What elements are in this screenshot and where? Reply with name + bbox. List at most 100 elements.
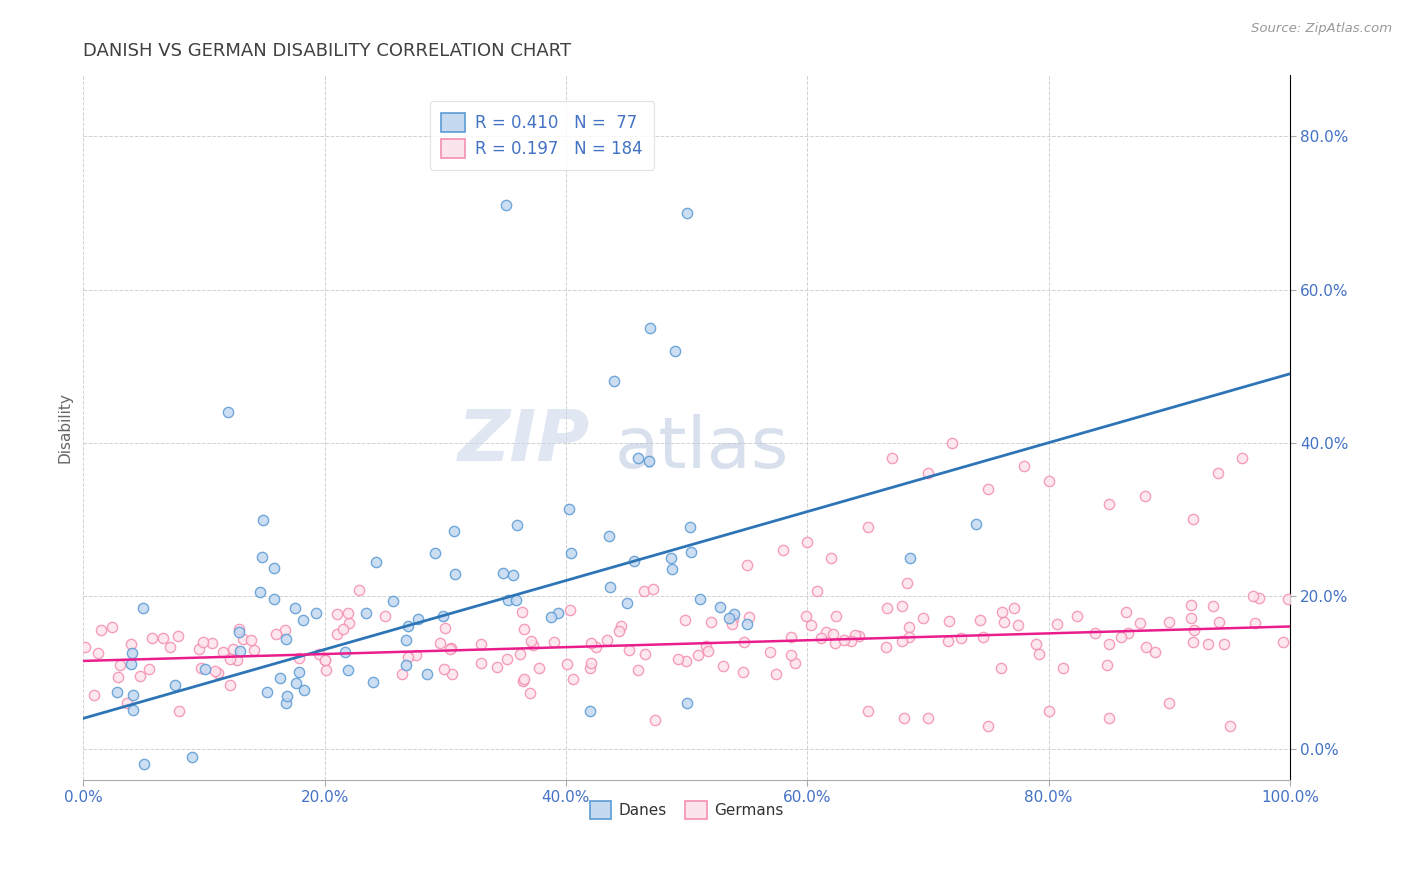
- Point: [731, 665, 754, 679]
- Point: [543, 635, 565, 649]
- Point: [723, 607, 745, 621]
- Point: [276, 689, 298, 703]
- Point: [222, 642, 245, 657]
- Point: [429, 636, 451, 650]
- Point: [1277, 592, 1299, 607]
- Point: [607, 624, 630, 638]
- Point: [529, 661, 551, 675]
- Point: [194, 661, 217, 675]
- Point: [1098, 497, 1121, 511]
- Point: [87, 646, 110, 660]
- Point: [120, 657, 142, 671]
- Point: [485, 660, 508, 674]
- Point: [1028, 647, 1050, 661]
- Point: [1180, 611, 1202, 625]
- Point: [558, 603, 581, 617]
- Point: [110, 658, 132, 673]
- Point: [122, 688, 145, 702]
- Point: [285, 676, 308, 690]
- Point: [1002, 601, 1025, 615]
- Point: [1212, 636, 1234, 650]
- Point: [509, 647, 531, 661]
- Text: DANISH VS GERMAN DISABILITY CORRELATION CHART: DANISH VS GERMAN DISABILITY CORRELATION …: [83, 42, 571, 60]
- Point: [496, 652, 519, 666]
- Point: [1219, 719, 1241, 733]
- Point: [659, 551, 682, 566]
- Point: [896, 576, 918, 591]
- Point: [911, 611, 934, 625]
- Point: [785, 656, 807, 670]
- Point: [121, 646, 143, 660]
- Point: [115, 696, 138, 710]
- Point: [824, 609, 846, 624]
- Point: [347, 582, 370, 597]
- Point: [1159, 696, 1181, 710]
- Point: [256, 685, 278, 699]
- Point: [1115, 605, 1137, 619]
- Point: [735, 616, 758, 631]
- Point: [141, 631, 163, 645]
- Point: [610, 619, 633, 633]
- Point: [440, 640, 463, 655]
- Text: Source: ZipAtlas.com: Source: ZipAtlas.com: [1251, 22, 1392, 36]
- Point: [305, 607, 328, 621]
- Point: [128, 669, 150, 683]
- Point: [675, 654, 697, 668]
- Point: [562, 672, 585, 686]
- Point: [190, 661, 212, 675]
- Point: [627, 663, 650, 677]
- Point: [603, 375, 626, 389]
- Point: [696, 644, 718, 658]
- Point: [1157, 615, 1180, 630]
- Point: [824, 636, 846, 650]
- Point: [897, 620, 920, 634]
- Point: [512, 673, 534, 688]
- Point: [395, 658, 418, 673]
- Point: [423, 546, 446, 560]
- Point: [972, 630, 994, 644]
- Point: [832, 632, 855, 647]
- Point: [191, 635, 214, 649]
- Point: [264, 627, 287, 641]
- Point: [1084, 625, 1107, 640]
- Point: [941, 435, 963, 450]
- Point: [325, 627, 347, 641]
- Point: [510, 605, 533, 619]
- Point: [1206, 467, 1229, 481]
- Point: [638, 453, 661, 467]
- Point: [520, 634, 543, 648]
- Point: [188, 642, 211, 657]
- Point: [314, 653, 336, 667]
- Point: [560, 546, 582, 560]
- Point: [522, 638, 544, 652]
- Point: [416, 667, 439, 681]
- Point: [288, 651, 311, 665]
- Point: [1249, 591, 1271, 605]
- Point: [105, 685, 128, 699]
- Point: [540, 610, 562, 624]
- Point: [391, 666, 413, 681]
- Point: [1098, 711, 1121, 725]
- Point: [695, 639, 717, 653]
- Point: [1143, 645, 1166, 659]
- Point: [228, 624, 250, 639]
- Point: [374, 609, 396, 624]
- Point: [159, 640, 181, 654]
- Point: [1129, 615, 1152, 630]
- Point: [735, 558, 758, 573]
- Point: [250, 550, 273, 565]
- Point: [1052, 661, 1074, 675]
- Point: [823, 626, 845, 640]
- Point: [898, 550, 921, 565]
- Point: [721, 611, 744, 625]
- Point: [263, 592, 285, 607]
- Point: [596, 633, 619, 648]
- Point: [211, 645, 233, 659]
- Point: [495, 198, 517, 212]
- Point: [880, 450, 903, 465]
- Point: [432, 608, 454, 623]
- Point: [875, 640, 897, 654]
- Point: [228, 644, 250, 658]
- Point: [890, 634, 912, 648]
- Y-axis label: Disability: Disability: [58, 392, 72, 463]
